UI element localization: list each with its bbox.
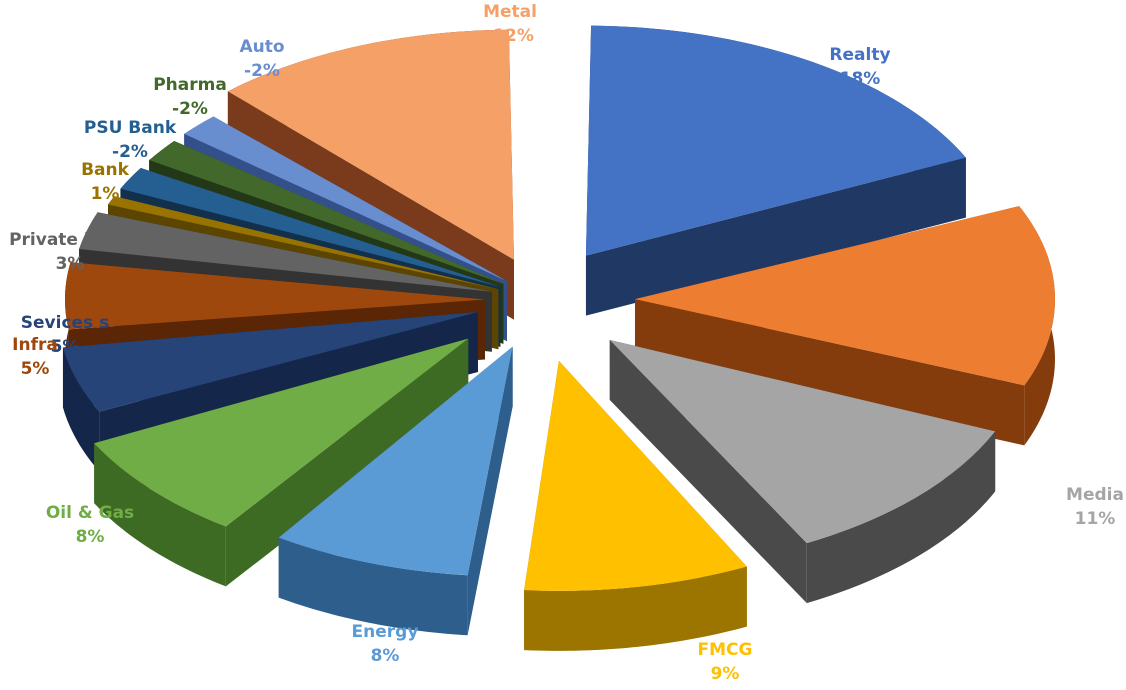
slice-top-5 [94, 338, 469, 527]
slice-label-8: Private bank 3% [9, 230, 132, 274]
slice-top-6 [62, 311, 478, 412]
slice-top-12 [184, 116, 507, 282]
slice-label-name: FMCG [698, 640, 753, 660]
slice-label-name: Pharma [153, 75, 227, 95]
slice-label-name: Metal [483, 2, 537, 22]
slice-top-4 [278, 346, 513, 576]
slice-top-3 [524, 360, 747, 591]
slice-tops [62, 25, 1055, 591]
slice-label-7: Infra 5% [12, 335, 58, 379]
slice-side-3 [524, 566, 747, 651]
slice-label-name: Private bank [9, 230, 132, 250]
slice-label-2: Media 11% [1066, 485, 1124, 529]
slice-top-10 [120, 167, 501, 287]
slice-label-value: -2% [244, 61, 280, 81]
slice-label-4: Energy 8% [352, 622, 419, 666]
slice-label-name: Energy [352, 622, 419, 642]
slice-labels: Realty 18%Media 11%FMCG 9%Energy 8%Oil & Gas… [9, 2, 1124, 684]
slice-label-value: 5% [51, 337, 80, 357]
slice-label-name: Bank [81, 160, 130, 180]
slice-label-value: -2% [112, 142, 148, 162]
slice-wall-a-4 [467, 346, 513, 636]
slice-label-value: 8% [76, 527, 105, 547]
slice-top-7 [65, 262, 486, 330]
slice-top-9 [108, 196, 499, 290]
slice-label-value: 11% [1075, 509, 1116, 529]
slice-label-value: 5% [21, 359, 50, 379]
slice-label-name: Auto [239, 37, 284, 57]
slice-label-6: Sevices s 5% [21, 313, 109, 357]
slice-label-0: Realty 18% [829, 45, 890, 89]
slice-label-9: Bank 1% [81, 160, 130, 204]
slice-wall-b-1 [634, 299, 1025, 446]
slice-wall-b-2 [609, 339, 807, 604]
slice-top-8 [79, 212, 492, 292]
slice-label-name: Oil & Gas [46, 503, 134, 523]
slice-label-name: Sevices s [21, 313, 109, 333]
slice-label-5: Oil & Gas 8% [46, 503, 134, 547]
slice-top-11 [149, 140, 504, 284]
slice-label-value: 1% [91, 184, 120, 204]
slice-label-3: FMCG 9% [698, 640, 753, 684]
slice-label-value: -2% [172, 99, 208, 119]
slice-side-4 [278, 537, 468, 636]
slice-label-name: PSU Bank [84, 118, 177, 138]
slice-label-12: Auto -2% [239, 37, 284, 81]
slice-label-13: Metal -12% [483, 2, 537, 46]
slice-label-10: PSU Bank -2% [84, 118, 177, 162]
slice-wall-b-0 [585, 157, 966, 316]
slice-label-name: Infra [12, 335, 58, 355]
slice-label-11: Pharma -2% [153, 75, 227, 119]
slice-top-2 [609, 339, 996, 544]
slice-label-value: -12% [486, 26, 534, 46]
slice-label-value: 8% [371, 646, 400, 666]
slice-label-value: 9% [711, 664, 740, 684]
slice-top-1 [634, 206, 1055, 386]
slice-top-0 [585, 25, 966, 256]
slice-label-name: Media [1066, 485, 1124, 505]
slice-label-value: 3% [56, 254, 85, 274]
slice-label-name: Realty [829, 45, 890, 65]
slice-top-13 [227, 29, 514, 260]
slice-side-2 [806, 431, 996, 604]
slice-label-value: 18% [840, 69, 881, 89]
